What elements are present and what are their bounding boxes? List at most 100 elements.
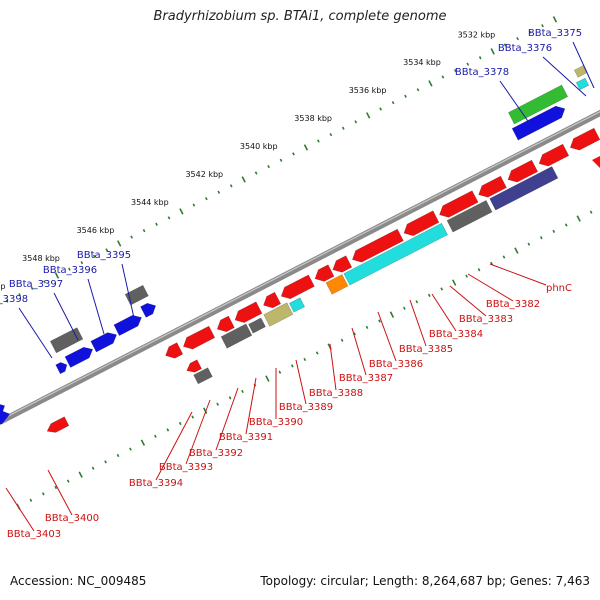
gene-label: BBta_3385 (399, 344, 453, 355)
scale-tick (130, 235, 133, 239)
gene-label: phnC (546, 283, 572, 294)
reverse-gene-arrow (314, 264, 335, 282)
scale-tick (303, 144, 309, 151)
scale-tick (564, 223, 568, 227)
reverse-gene-arrow (332, 255, 353, 273)
scale-tick (117, 240, 122, 247)
scale-tick (66, 479, 70, 483)
scale-tick (267, 165, 270, 169)
scale-tick (514, 247, 519, 254)
forward-gene-arrow (64, 346, 94, 368)
gene-label-leader (245, 377, 257, 435)
reverse-gene-box (446, 199, 493, 233)
scale-label: 3550 kbp (0, 282, 5, 291)
scale-tick (41, 492, 45, 496)
gene-label-leader (185, 399, 211, 465)
gene-label-leader (295, 359, 307, 405)
gene-label: BBta_3397 (9, 279, 63, 290)
scale-tick (552, 16, 558, 23)
scale-tick (30, 286, 34, 290)
scale-tick (416, 88, 420, 92)
reverse-gene-arrow (46, 416, 70, 433)
scale-tick (104, 460, 107, 464)
scale-tick (129, 447, 132, 451)
reverse-gene-arrow (263, 291, 282, 309)
scale-tick (18, 293, 21, 297)
forward-gene-arrow (55, 362, 68, 375)
scale-tick (341, 126, 345, 130)
scale-tick (278, 370, 282, 374)
scale-tick (353, 332, 356, 336)
scale-label: 3548 kbp (22, 254, 60, 263)
scale-tick (290, 364, 294, 368)
gene-label-leader (542, 56, 587, 97)
accession-text: Accession: NC_009485 (10, 574, 147, 588)
gene-label-leader (467, 273, 514, 302)
scale-tick (354, 120, 358, 124)
gene-label: BBta_3388 (309, 388, 363, 399)
gene-label: BBta_3390 (249, 417, 303, 428)
scale-tick (43, 280, 46, 284)
scale-tick (477, 268, 481, 272)
scale-tick (315, 351, 319, 355)
scale-tick (154, 434, 157, 438)
forward-gene-box (124, 284, 149, 306)
reverse-gene-arrow (352, 228, 404, 263)
gene-label-leader (431, 293, 457, 332)
scale-tick (155, 222, 158, 226)
gene-label-leader (572, 41, 595, 89)
gene-label: BBta_3375 (528, 28, 582, 39)
gene-label-leader (47, 469, 73, 516)
reverse-gene-box (343, 222, 449, 286)
reverse-gene-box (288, 297, 306, 313)
gene-label-leader (409, 299, 427, 347)
reverse-gene-arrow (234, 301, 263, 323)
scale-tick (142, 229, 146, 233)
scale-tick (589, 210, 593, 214)
scale-tick (216, 402, 219, 406)
gene-label: BBta_3376 (498, 43, 552, 54)
gene-label-leader (499, 80, 531, 125)
scale-tick (503, 43, 507, 47)
gene-label-leader (329, 343, 337, 391)
gene-label: BBta_3392 (189, 448, 243, 459)
gene-label-leader (449, 285, 487, 317)
gene-label: BBta_3400 (45, 513, 99, 524)
scale-tick (329, 133, 333, 137)
scale-tick (539, 236, 543, 240)
genome-title: Bradyrhizobium sp. BTAi1, complete genom… (153, 9, 447, 24)
scale-tick (229, 184, 233, 188)
gene-label: BBta_3389 (279, 402, 333, 413)
scale-tick (140, 439, 146, 446)
scale-tick (204, 197, 208, 201)
scale-tick (427, 293, 431, 298)
scale-tick (265, 375, 270, 382)
reverse-gene-arrow (478, 175, 507, 198)
scale-tick (241, 176, 246, 183)
gene-label-leader (87, 278, 105, 335)
gene-label-leader (5, 487, 35, 532)
reverse-gene-arrow (403, 210, 440, 237)
reverse-gene-box (193, 367, 213, 385)
gene-label: BBta_3387 (339, 373, 393, 384)
scale-tick (366, 112, 371, 119)
gene-label: BBta_3398 (0, 294, 28, 305)
scale-tick (217, 190, 221, 194)
reverse-gene-arrow (507, 159, 539, 183)
gene-label: BBta_3396 (43, 265, 97, 276)
scale-tick (241, 389, 244, 394)
reverse-gene-box (220, 323, 253, 349)
edge-gene-fragment (0, 410, 10, 424)
scale-tick (303, 357, 307, 362)
scale-tick (379, 107, 382, 111)
reverse-gene-box (248, 317, 266, 334)
gene-label: BBta_3378 (455, 67, 509, 78)
scale-tick (490, 48, 495, 55)
gene-label: BBta_3393 (159, 462, 213, 473)
scale-tick (80, 261, 84, 265)
gene-label-leader (155, 411, 193, 481)
reverse-gene-arrow (186, 359, 203, 373)
scale-label: 3538 kbp (294, 114, 332, 123)
scale-tick (192, 203, 196, 207)
